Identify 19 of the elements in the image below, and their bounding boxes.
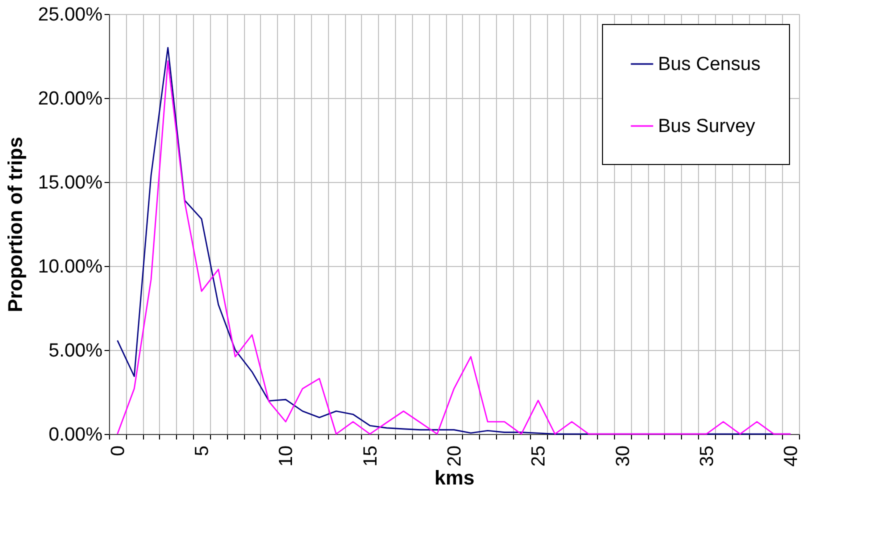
- x-tick-label: 0: [108, 446, 129, 456]
- y-tick-label: 0.00%: [48, 424, 103, 446]
- x-tick-label: 20: [444, 446, 466, 467]
- x-tick-label: 30: [612, 446, 634, 467]
- y-axis-title: Proportion of trips: [5, 136, 28, 312]
- x-tick-label: 15: [360, 446, 382, 467]
- x-tick-label: 10: [276, 446, 298, 467]
- y-tick-label: 5.00%: [48, 340, 103, 362]
- y-tick-label: 20.00%: [38, 88, 103, 110]
- x-tick-label: 25: [528, 446, 550, 467]
- x-tick-label: 5: [192, 446, 214, 456]
- x-tick-label: 35: [696, 446, 718, 467]
- legend-label: Bus Survey: [658, 116, 756, 137]
- legend-label: Bus Census: [658, 54, 760, 75]
- y-tick-label: 25.00%: [38, 4, 103, 26]
- x-axis-title: kms: [434, 468, 475, 490]
- y-tick-label: 10.00%: [38, 256, 103, 278]
- y-tick-label: 15.00%: [38, 172, 103, 194]
- x-tick-label: 40: [781, 446, 802, 467]
